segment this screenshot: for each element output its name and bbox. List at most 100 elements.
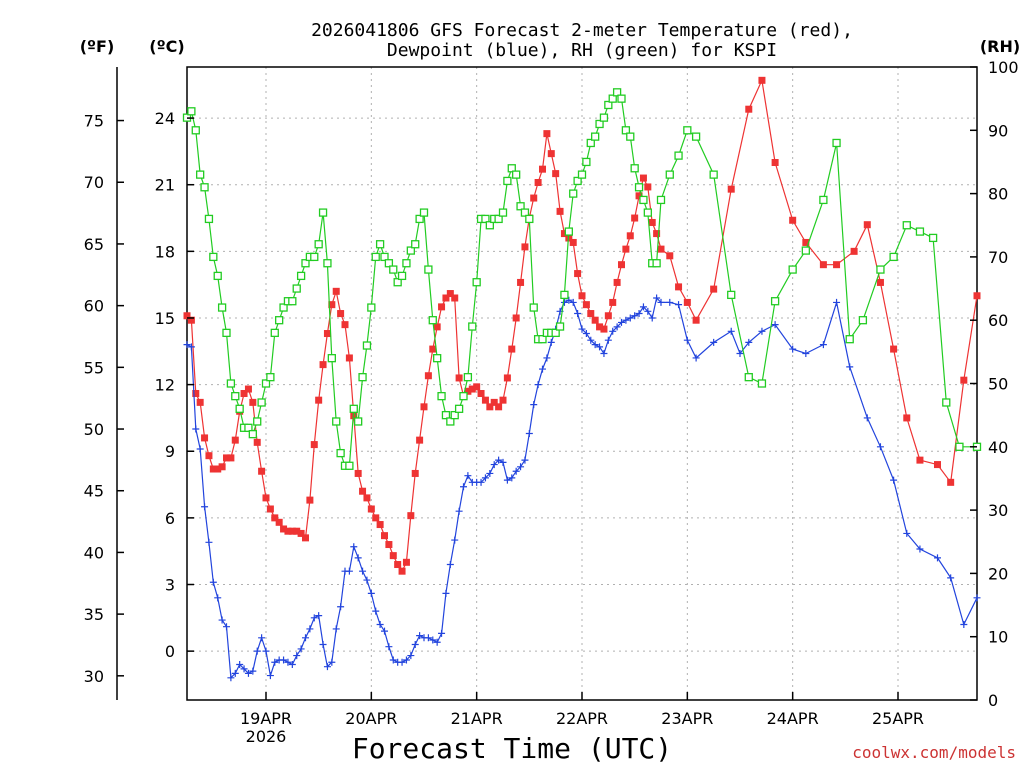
series-group: [182, 76, 982, 682]
rh-point: [665, 170, 674, 179]
temperature-point: [376, 521, 384, 529]
rh-point: [204, 214, 214, 224]
dewpoint-point: [284, 658, 292, 666]
rh-point: [942, 398, 951, 407]
dewpoint-point: [819, 341, 827, 349]
temperature-point: [521, 243, 529, 251]
rh-point: [244, 423, 253, 432]
rh-point: [459, 392, 468, 401]
dewpoint-point: [231, 669, 239, 677]
dewpoint-point: [315, 612, 323, 620]
dewpoint-point: [310, 614, 318, 622]
temperature-point: [302, 534, 309, 542]
fahrenheit-tick-label: 35: [84, 605, 104, 624]
rh-point: [235, 404, 244, 413]
dewpoint-point: [736, 350, 744, 358]
dewpoint-point: [618, 318, 625, 326]
dewpoint-point: [416, 632, 424, 640]
rh-point: [248, 429, 257, 439]
x-tick-label: 22APR: [556, 709, 608, 728]
rh-point: [832, 138, 841, 148]
rh-point: [450, 410, 459, 420]
rh-point: [551, 328, 560, 338]
rh-point: [586, 138, 595, 148]
dewpoint-point: [960, 620, 968, 628]
dewpoint-point: [350, 543, 358, 551]
temperature-point: [675, 283, 683, 291]
fahrenheit-tick-label: 50: [84, 420, 104, 439]
temperature-point: [433, 323, 441, 331]
rh-point: [709, 170, 718, 179]
rh-point: [270, 328, 279, 338]
rh-tick-label: 20: [988, 564, 1008, 583]
temperature-point: [205, 452, 213, 460]
dewpoint-point: [302, 634, 309, 642]
temperature-point: [631, 214, 639, 222]
temperature-point: [354, 469, 362, 477]
rh-point: [384, 259, 394, 268]
rh-point: [582, 157, 591, 167]
rh-point: [639, 195, 648, 205]
temperature-point: [209, 465, 217, 473]
rh-point: [512, 170, 521, 179]
temperature-point: [424, 372, 432, 380]
celsius-tick-label: 0: [165, 642, 175, 661]
dewpoint-series: [183, 294, 981, 682]
dewpoint-point: [530, 401, 538, 409]
rh-point: [393, 278, 402, 287]
temperature-point: [947, 478, 955, 486]
rh-series: [182, 88, 982, 470]
rh-tick-label: 90: [988, 121, 1008, 140]
temperature-point: [262, 494, 270, 502]
rh-point: [591, 132, 600, 141]
dewpoint-point: [271, 658, 279, 666]
dewpoint-point: [192, 425, 200, 433]
rh-point: [428, 316, 437, 325]
rh-tick-label: 80: [988, 185, 1008, 204]
year-label: 2026: [246, 727, 287, 746]
rh-point: [209, 252, 218, 262]
dewpoint-point: [727, 327, 735, 335]
rh-point: [485, 221, 494, 230]
temperature-point: [367, 505, 375, 513]
dewpoint-point: [846, 363, 854, 371]
rh-point: [525, 214, 534, 224]
rh-point: [507, 164, 516, 173]
temperature-point: [323, 330, 331, 338]
dewpoint-point: [802, 350, 810, 358]
temperature-point: [683, 298, 691, 306]
dewpoint-point: [574, 310, 582, 318]
dewpoint-point: [675, 301, 683, 309]
temperature-point: [345, 354, 353, 362]
rh-point: [481, 214, 490, 224]
temperature-point: [508, 345, 516, 353]
rh-point: [257, 398, 266, 407]
dewpoint-point: [183, 341, 191, 349]
rh-point: [674, 151, 683, 160]
dewpoint-point: [280, 656, 288, 664]
dewpoint-point: [244, 669, 252, 677]
dewpoint-point: [833, 298, 841, 306]
temperature-point: [201, 434, 209, 442]
temperature-point: [306, 496, 314, 504]
dewpoint-point: [367, 589, 375, 597]
dewpoint-point: [666, 298, 674, 306]
temperature-point: [618, 261, 625, 269]
temperature-point: [218, 463, 226, 471]
fahrenheit-tick-label: 45: [84, 482, 104, 501]
temperature-point: [517, 278, 525, 286]
dewpoint-point: [477, 478, 485, 486]
dewpoint-point: [499, 458, 507, 466]
temperature-point: [385, 541, 393, 549]
rh-point: [845, 335, 854, 344]
temperature-point: [416, 436, 424, 444]
rh-point: [354, 417, 363, 426]
temperature-point: [600, 325, 608, 333]
rh-point: [915, 227, 925, 236]
rh-point: [604, 100, 613, 110]
dewpoint-point: [429, 636, 437, 644]
dewpoint-point: [543, 354, 551, 362]
rh-point: [564, 227, 573, 236]
temperature-point: [481, 396, 489, 404]
rh-point: [349, 404, 358, 413]
